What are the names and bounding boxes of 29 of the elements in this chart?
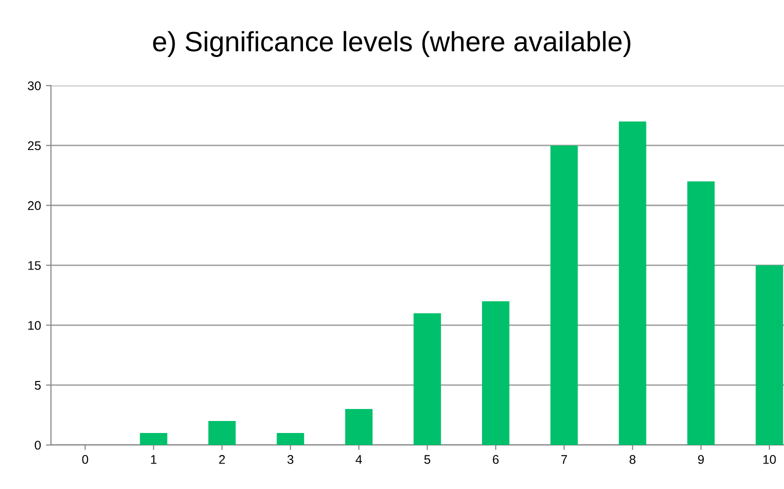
x-tick-label: 5	[424, 455, 430, 464]
bar	[208, 421, 236, 445]
bar	[756, 265, 784, 445]
x-tick-label: 8	[630, 455, 636, 464]
bar	[140, 433, 168, 445]
x-tick-label: 4	[356, 455, 362, 464]
x-tick-label: 7	[561, 455, 567, 464]
y-tick-label: 10	[28, 320, 41, 330]
bar	[482, 301, 510, 445]
y-tick-label: 0	[34, 440, 41, 450]
bar	[414, 313, 441, 445]
y-tick-label: 25	[28, 141, 41, 150]
y-tick-label: 5	[34, 381, 41, 390]
bar	[276, 433, 304, 445]
bar	[687, 181, 715, 445]
bar	[345, 409, 373, 445]
y-tick-label: 20	[28, 201, 41, 210]
bar	[550, 145, 578, 445]
x-tick-label: 0	[82, 455, 88, 464]
x-tick-label: 1	[151, 455, 156, 464]
x-tick-label: 3	[287, 455, 294, 464]
y-tick-label: 15	[28, 261, 41, 270]
bar	[618, 122, 646, 445]
x-tick-label: 6	[492, 455, 499, 464]
x-tick-label: 9	[698, 455, 704, 464]
x-tick-label: 10	[763, 455, 776, 464]
chart-title: e) Significance levels (where available)	[153, 31, 630, 57]
y-tick-label: 30	[28, 81, 41, 90]
x-tick-label: 2	[219, 455, 225, 464]
